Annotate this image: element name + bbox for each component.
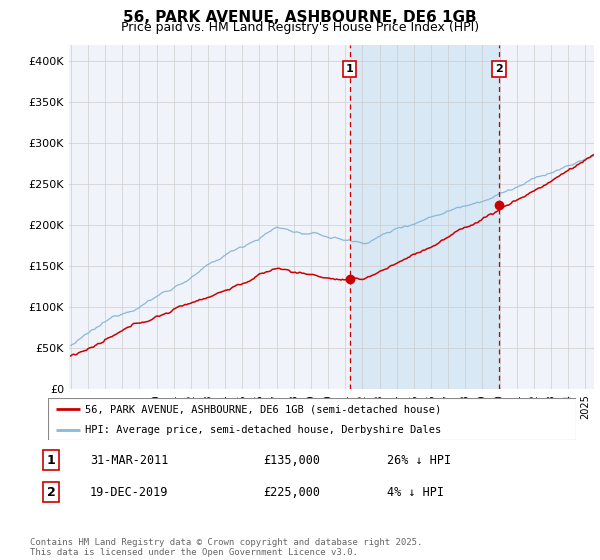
Text: Price paid vs. HM Land Registry's House Price Index (HPI): Price paid vs. HM Land Registry's House … [121, 21, 479, 34]
Text: 56, PARK AVENUE, ASHBOURNE, DE6 1GB (semi-detached house): 56, PARK AVENUE, ASHBOURNE, DE6 1GB (sem… [85, 404, 441, 414]
Text: 2: 2 [495, 64, 503, 74]
Bar [350, 45, 499, 389]
Text: £225,000: £225,000 [263, 486, 320, 498]
Text: Contains HM Land Registry data © Crown copyright and database right 2025.
This d: Contains HM Land Registry data © Crown c… [30, 538, 422, 557]
Text: £135,000: £135,000 [263, 454, 320, 467]
Text: 31-MAR-2011: 31-MAR-2011 [90, 454, 169, 467]
Text: 19-DEC-2019: 19-DEC-2019 [90, 486, 169, 498]
Text: 4% ↓ HPI: 4% ↓ HPI [387, 486, 444, 498]
Text: 2: 2 [47, 486, 56, 498]
Text: 1: 1 [346, 64, 353, 74]
Text: HPI: Average price, semi-detached house, Derbyshire Dales: HPI: Average price, semi-detached house,… [85, 426, 441, 435]
Text: 1: 1 [47, 454, 56, 467]
FancyBboxPatch shape [48, 398, 576, 440]
Text: 26% ↓ HPI: 26% ↓ HPI [387, 454, 451, 467]
Text: 56, PARK AVENUE, ASHBOURNE, DE6 1GB: 56, PARK AVENUE, ASHBOURNE, DE6 1GB [123, 10, 477, 25]
